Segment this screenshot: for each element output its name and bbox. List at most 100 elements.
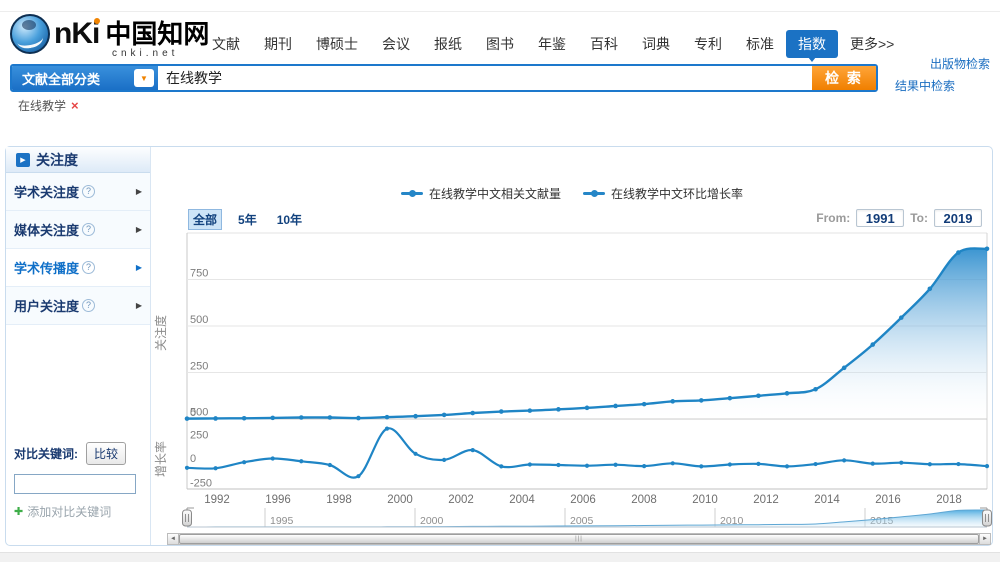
legend-label: 在线教学中文环比增长率 (611, 187, 744, 201)
help-icon[interactable]: ? (82, 299, 96, 312)
to-year-input[interactable] (934, 209, 982, 227)
logo-text: nKi 中国知网 cnki.net (54, 14, 209, 59)
svg-text:250: 250 (190, 430, 208, 442)
nav-item-8[interactable]: 词典 (642, 36, 670, 52)
legend-line-dot-icon (583, 190, 605, 197)
chart-area: 在线教学中文相关文献量 在线教学中文环比增长率 全部 5年 10年 From: To:… (152, 147, 992, 545)
svg-text:2014: 2014 (814, 494, 840, 506)
add-compare-keyword-label: 添加对比关键词 (27, 505, 112, 519)
range-tab-0[interactable]: 全部 (188, 209, 223, 230)
play-icon: ▶ (16, 152, 30, 167)
timeline-slider[interactable]: 19952000200520102015 (152, 505, 997, 533)
sidebar-items: 学术关注度? ▶ 媒体关注度? ▶ 学术传播度? ▶ 用户关注度? ▶ (6, 173, 150, 325)
query-tag-text: 在线教学 (18, 99, 67, 113)
svg-text:-250: -250 (190, 477, 212, 489)
compare-button[interactable]: 比较 (86, 442, 127, 465)
sidebar-item-2[interactable]: 学术传播度? ▶ (6, 249, 150, 287)
nav-item-0[interactable]: 文献 (212, 36, 240, 52)
remove-tag-icon[interactable]: × (71, 98, 79, 113)
svg-text:2006: 2006 (570, 494, 596, 506)
scroll-left-button[interactable]: ◄ (168, 534, 179, 544)
nav-item-10[interactable]: 标准 (746, 36, 774, 52)
legend-item-0[interactable]: 在线教学中文相关文献量 (400, 185, 561, 202)
nav-item-3[interactable]: 会议 (382, 36, 410, 52)
timeline-handle-right[interactable] (982, 509, 992, 527)
arrow-right-icon: ▶ (135, 225, 142, 234)
help-icon[interactable]: ? (82, 223, 96, 236)
horizontal-scrollbar[interactable]: ◄ ||| ► (167, 533, 991, 545)
sidebar-item-label: 学术传播度 (14, 261, 80, 276)
svg-text:2010: 2010 (692, 494, 718, 506)
legend-item-1[interactable]: 在线教学中文环比增长率 (583, 185, 743, 202)
search-bar: 文献全部分类 ▼ 检 索 (10, 64, 878, 92)
svg-text:500: 500 (190, 406, 208, 418)
scrollbar-thumb[interactable]: ||| (179, 534, 979, 544)
sidebar-item-label: 媒体关注度 (14, 223, 80, 238)
help-icon[interactable]: ? (82, 261, 96, 274)
main-nav: 文献 期刊 博硕士 会议 报纸 图书 年鉴 百科 词典 专利 标准 指数 更多>> (200, 30, 906, 62)
svg-text:250: 250 (190, 361, 208, 373)
sidebar-item-0[interactable]: 学术关注度? ▶ (6, 173, 150, 211)
search-in-results-link[interactable]: 结果中检索 (895, 79, 956, 93)
chevron-down-icon[interactable]: ▼ (134, 69, 154, 87)
to-label: To: (910, 211, 928, 225)
index-panel: ▶ 关注度 学术关注度? ▶ 媒体关注度? ▶ 学术传播度? ▶ 用户关注度? ▶ 对比关键词… (5, 146, 993, 546)
nav-item-7[interactable]: 百科 (590, 36, 618, 52)
svg-text:2012: 2012 (753, 494, 779, 506)
legend-line-dot-icon (400, 190, 423, 197)
compare-section: 对比关键词: 比较 ✚ 添加对比关键词 (14, 442, 146, 520)
svg-text:0: 0 (190, 407, 196, 419)
nav-item-9[interactable]: 专利 (694, 36, 722, 52)
search-input[interactable] (158, 66, 812, 90)
compare-keyword-input[interactable] (14, 474, 136, 494)
svg-text:增长率: 增长率 (153, 441, 168, 477)
sidebar-item-label: 用户关注度 (14, 299, 80, 314)
nav-item-5[interactable]: 图书 (486, 36, 514, 52)
range-tab-1[interactable]: 5年 (238, 213, 257, 227)
category-selector[interactable]: 文献全部分类 ▼ (12, 66, 158, 90)
arrow-right-icon: ▶ (135, 263, 142, 272)
nav-item-6[interactable]: 年鉴 (538, 36, 566, 52)
add-compare-keyword-link[interactable]: ✚ 添加对比关键词 (14, 503, 146, 520)
logo-domain: cnki.net (112, 48, 179, 59)
sidebar-header: ▶ 关注度 (6, 147, 150, 173)
query-tag: 在线教学 × (18, 97, 79, 114)
logo-chinese-name: 中国知网 (105, 20, 210, 49)
arrow-right-icon: ▶ (135, 301, 142, 310)
sidebar-item-label: 学术关注度 (14, 185, 80, 200)
from-year-input[interactable] (856, 209, 905, 227)
svg-text:2000: 2000 (387, 494, 413, 506)
compare-label: 对比关键词: (14, 447, 78, 461)
search-button[interactable]: 检 索 (812, 66, 876, 90)
svg-text:1995: 1995 (270, 515, 294, 527)
nav-item-12[interactable]: 更多>> (850, 36, 895, 52)
cnki-logo[interactable]: nKi 中国知网 cnki.net (10, 14, 209, 59)
top-divider (0, 11, 1000, 12)
grip-icon: ||| (575, 536, 583, 542)
svg-text:1998: 1998 (326, 494, 352, 506)
nav-item-11[interactable]: 指数 (786, 30, 838, 62)
from-label: From: (816, 211, 851, 225)
date-range-controls: From: To: (816, 209, 982, 227)
sidebar-item-3[interactable]: 用户关注度? ▶ (6, 287, 150, 325)
logo-dot-icon (94, 18, 101, 24)
svg-text:2002: 2002 (448, 494, 474, 506)
nav-item-2[interactable]: 博硕士 (316, 36, 358, 52)
range-tab-2[interactable]: 10年 (276, 213, 303, 227)
svg-text:2010: 2010 (720, 515, 744, 527)
svg-text:0: 0 (190, 453, 196, 465)
help-icon[interactable]: ? (82, 185, 96, 198)
sidebar-title: 关注度 (36, 151, 78, 168)
timeline-handle-left[interactable] (182, 509, 192, 527)
svg-text:2018: 2018 (936, 494, 962, 506)
svg-text:2016: 2016 (875, 494, 901, 506)
category-label: 文献全部分类 (22, 71, 101, 87)
nav-item-4[interactable]: 报纸 (434, 36, 462, 52)
svg-text:1992: 1992 (204, 494, 230, 506)
scroll-right-button[interactable]: ► (979, 534, 990, 544)
nav-item-1[interactable]: 期刊 (264, 36, 292, 52)
plus-icon: ✚ (14, 506, 24, 518)
sidebar-item-1[interactable]: 媒体关注度? ▶ (6, 211, 150, 249)
svg-text:2005: 2005 (570, 515, 594, 527)
publication-search-link[interactable]: 出版物检索 (930, 57, 991, 71)
